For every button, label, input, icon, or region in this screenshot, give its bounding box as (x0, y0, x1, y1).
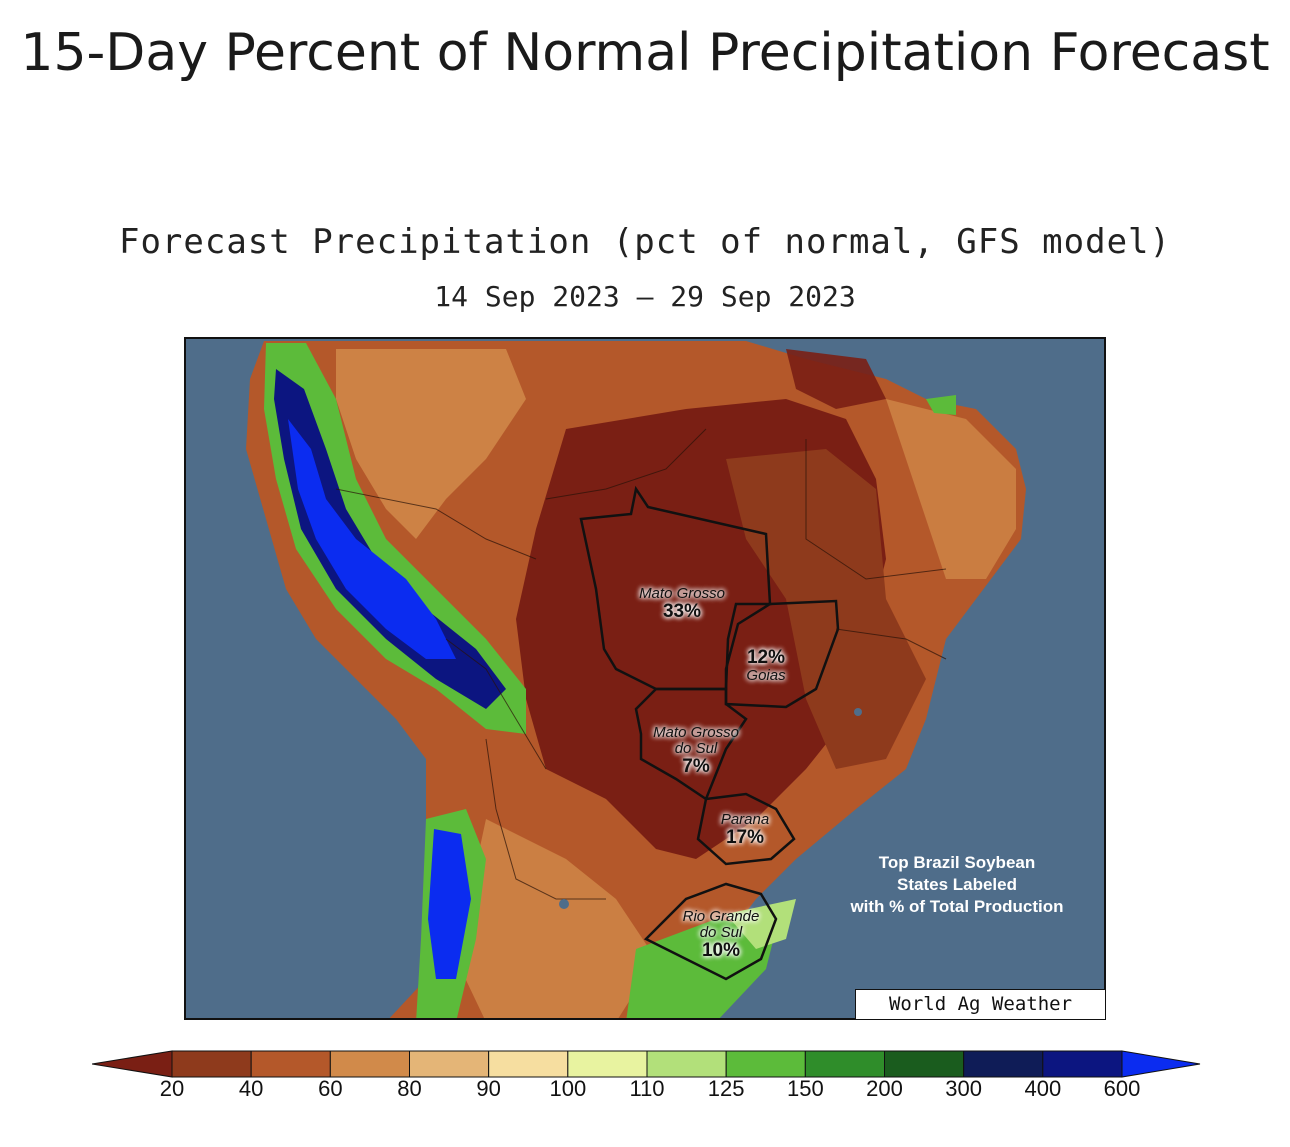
map-date-range: 14 Sep 2023 – 29 Sep 2023 (434, 280, 856, 313)
legend-swatch (804, 1050, 885, 1078)
legend-swatch (725, 1050, 806, 1078)
very-dry-region (726, 449, 926, 769)
legend-labels: 20 40 60 80 90 100 110 125 150 200 300 400 600 (0, 1076, 1290, 1106)
dry-moderate-region (886, 399, 1016, 579)
map-title: Forecast Precipitation (pct of normal, G… (118, 222, 1172, 262)
state-label-mato-grosso-do-sul: Mato Grosso do Sul 7% (636, 725, 756, 776)
ne-coast-wet-region (926, 395, 956, 415)
map-note-line-2: States Labeled (897, 875, 1017, 894)
state-name-line-2: do Sul (699, 923, 743, 941)
country-borders (335, 428, 947, 900)
legend-swatch (488, 1050, 569, 1078)
state-share: 33% (662, 600, 702, 622)
map-graphic (186, 339, 1104, 1018)
legend-swatch (250, 1050, 331, 1078)
border-mato-grosso (579, 485, 772, 691)
border-parana (696, 792, 796, 866)
legend-label: 600 (1103, 1076, 1141, 1101)
border-line (545, 428, 707, 500)
legend-label: 200 (866, 1076, 903, 1101)
legend-label: 125 (707, 1076, 745, 1101)
lake (854, 708, 862, 716)
legend-swatch (646, 1050, 727, 1078)
credit-box: World Ag Weather (855, 989, 1105, 1019)
state-name-line-1: Rio Grande (682, 908, 760, 925)
state-share: 10% (701, 939, 741, 961)
dry-moderate-region (456, 819, 656, 1018)
map-note-line-3: with % of Total Production (850, 897, 1064, 916)
state-label-rio-grande-do-sul: Rio Grande do Sul 10% (666, 909, 776, 960)
border-line (485, 738, 606, 900)
southern-wet-region (626, 919, 776, 1018)
state-name: Parana (720, 811, 770, 828)
border-line (335, 488, 537, 560)
legend-label: 300 (945, 1076, 983, 1101)
state-name: Mato Grosso (639, 585, 725, 602)
legend-arrow-high (1121, 1050, 1201, 1078)
border-rio-grande-do-sul (643, 882, 778, 981)
chile-very-wet-band (428, 829, 471, 979)
state-share: 7% (682, 755, 710, 777)
legend-label: 40 (238, 1076, 264, 1101)
state-label-mato-grosso: Mato Grosso 33% (622, 586, 742, 622)
legend-label: 20 (159, 1076, 185, 1101)
legend-swatch (329, 1050, 410, 1078)
very-dry-region (786, 349, 886, 409)
andes-extreme-wet-band (288, 419, 456, 659)
map-note: Top Brazil Soybean States Labeled with %… (832, 852, 1082, 918)
state-share: 12% (746, 647, 786, 668)
state-name-line-2: do Sul (674, 739, 718, 757)
border-goias (724, 599, 840, 709)
state-label-parana: Parana 17% (700, 812, 790, 848)
legend-label: 100 (549, 1076, 587, 1101)
legend-swatch (409, 1050, 490, 1078)
legend-swatch (567, 1050, 648, 1078)
legend-label: 80 (397, 1076, 422, 1101)
andes-wet-band (264, 343, 526, 734)
legend-swatch (1042, 1050, 1123, 1078)
legend-arrow-low (92, 1050, 173, 1078)
state-borders (579, 485, 840, 981)
legend-label: 110 (629, 1076, 665, 1101)
border-line (445, 638, 547, 770)
lake (559, 899, 569, 909)
legend-label: 400 (1024, 1076, 1062, 1101)
map-note-line-1: Top Brazil Soybean (878, 853, 1036, 872)
legend-label: 90 (476, 1076, 501, 1101)
page-title: 15-Day Percent of Normal Precipitation F… (20, 23, 1270, 83)
legend-label: 60 (318, 1076, 343, 1101)
legend-swatch (171, 1050, 252, 1078)
southern-wet-region (726, 899, 796, 949)
legend-label: 150 (786, 1076, 824, 1101)
border-line (805, 439, 947, 580)
state-share: 17% (725, 826, 765, 848)
precipitation-map (184, 337, 1106, 1020)
legend-swatch (963, 1050, 1044, 1078)
state-name-line-1: Mato Grosso (653, 724, 739, 741)
legend-swatch (884, 1050, 965, 1078)
state-label-goias: 12% Goias (726, 648, 806, 684)
dry-moderate-region (336, 349, 526, 539)
legend-color-bar (92, 1050, 1201, 1078)
state-name: Goias (746, 666, 786, 684)
border-line (835, 628, 947, 660)
